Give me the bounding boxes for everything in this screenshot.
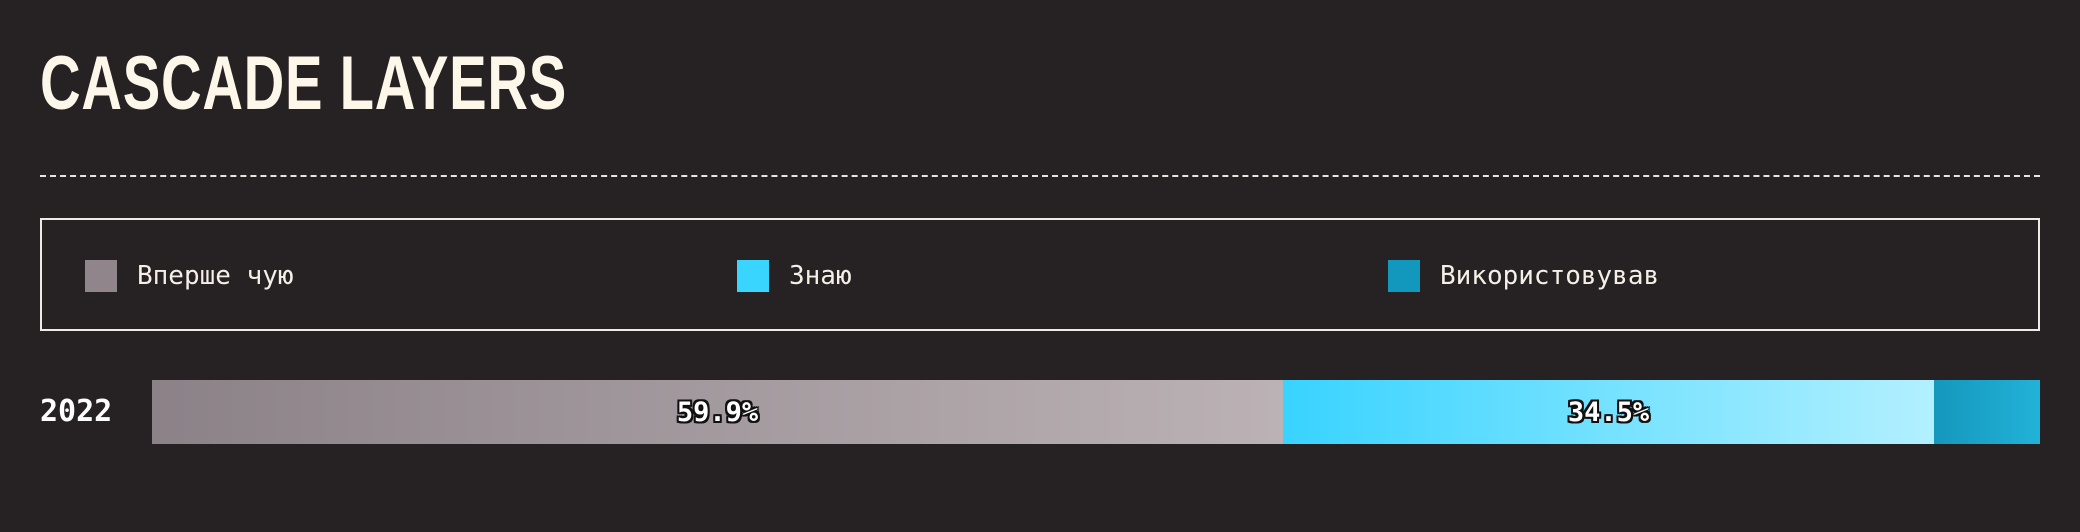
chart-legend: Вперше чую Знаю Використовував [40,218,2040,331]
bar-segment-used[interactable] [1934,380,2040,444]
legend-swatch-used [1388,260,1420,292]
bar-segment-know[interactable]: 34.5% [1283,380,1934,444]
page-title: CASCADE LAYERS [40,41,568,126]
legend-item-first-time[interactable]: Вперше чую [85,260,294,292]
bar-value-label-know: 34.5% [1567,396,1650,428]
legend-label-used: Використовував [1440,261,1660,291]
row-label-2022: 2022 [40,394,113,429]
bar-segment-first-time[interactable]: 59.9% [152,380,1283,444]
bar-value-label-first-time: 59.9% [676,396,759,428]
legend-item-know[interactable]: Знаю [737,260,852,292]
dashed-divider [40,175,2040,177]
legend-swatch-first-time [85,260,117,292]
legend-swatch-know [737,260,769,292]
legend-item-used[interactable]: Використовував [1388,260,1659,292]
legend-label-know: Знаю [789,261,852,291]
stacked-bar-2022: 59.9% 34.5% [152,380,2040,444]
legend-label-first-time: Вперше чую [137,261,294,291]
